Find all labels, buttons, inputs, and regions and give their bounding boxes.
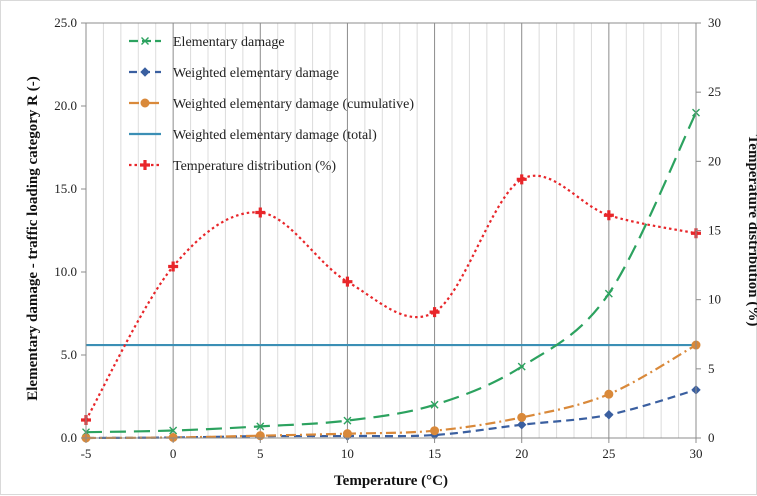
legend-label: Elementary damage — [173, 35, 285, 50]
data-point-circle — [517, 412, 527, 422]
y2-tick-label: 15 — [708, 223, 721, 238]
y2-tick-label: 5 — [708, 361, 715, 376]
legend-label: Weighted elementary damage — [173, 66, 339, 81]
legend: Elementary damage Weighted elementary dam… — [129, 35, 414, 174]
legend-item: Temperature distribution (%) — [129, 159, 336, 174]
series-line — [85, 112, 697, 434]
x-tick-label: -5 — [81, 446, 92, 461]
legend-label: Temperature distribution (%) — [173, 159, 336, 174]
y-axis-title: Elementary damage - traffic loading cate… — [25, 76, 41, 401]
data-point-plus — [516, 174, 527, 185]
x-tick-label: 20 — [515, 446, 528, 461]
data-point-x — [256, 422, 265, 431]
data-point-x — [141, 37, 149, 45]
x-axis-title: Temperature (°C) — [334, 473, 448, 489]
data-point-x — [430, 400, 439, 409]
legend-item: Weighted elementary damage (cumulative) — [129, 97, 414, 112]
y2-tick-label: 25 — [708, 84, 721, 99]
grid — [85, 23, 697, 438]
data-point-plus — [168, 261, 179, 272]
y-tick-label: 25.0 — [54, 15, 77, 30]
data-point-plus — [255, 207, 266, 218]
x-tick-label: 5 — [257, 446, 264, 461]
legend-item: Weighted elementary damage — [129, 66, 339, 81]
data-point-plus — [429, 307, 440, 318]
y-tick-label: 15.0 — [54, 181, 77, 196]
legend-label: Weighted elementary damage (total) — [173, 128, 377, 143]
x-tick-label: 10 — [341, 446, 354, 461]
data-point-circle — [342, 429, 352, 439]
y-tick-label: 10.0 — [54, 264, 77, 279]
legend-item: Weighted elementary damage (total) — [129, 128, 377, 143]
data-point-plus — [140, 160, 150, 170]
y2-tick-label: 10 — [708, 292, 721, 307]
y2-tick-label: 0 — [708, 430, 715, 445]
y2-tick-label: 20 — [708, 153, 721, 168]
data-point-x — [604, 289, 613, 298]
y2-tick-label: 30 — [708, 15, 721, 30]
legend-label: Weighted elementary damage (cumulative) — [173, 97, 414, 112]
data-point-x — [517, 362, 526, 371]
data-point-diamond — [140, 67, 150, 77]
y2-axis-title: Temperature distribution (%) — [745, 135, 757, 327]
data-point-circle — [140, 98, 150, 108]
data-point-circle — [430, 426, 440, 436]
data-point-circle — [604, 389, 614, 399]
data-point-plus — [342, 276, 353, 287]
data-point-diamond — [604, 410, 614, 420]
y-tick-label: 0.0 — [61, 430, 77, 445]
x-tick-label: 15 — [428, 446, 441, 461]
y-tick-label: 5.0 — [61, 347, 77, 362]
x-tick-label: 25 — [602, 446, 615, 461]
data-point-x — [169, 426, 178, 435]
axes: -5 0 5 10 15 20 25 30 0.0 5.0 10.0 15.0 20.0 25.0 0 5 10… — [54, 15, 721, 461]
y-tick-label: 20.0 — [54, 98, 77, 113]
series-layer — [81, 108, 701, 443]
data-point-x — [343, 416, 352, 425]
plot-area — [86, 23, 696, 438]
legend-item: Elementary damage — [129, 35, 285, 50]
data-point-diamond — [517, 420, 527, 430]
x-tick-label: 30 — [690, 446, 703, 461]
x-tick-label: 0 — [170, 446, 177, 461]
data-point-plus — [603, 210, 614, 221]
